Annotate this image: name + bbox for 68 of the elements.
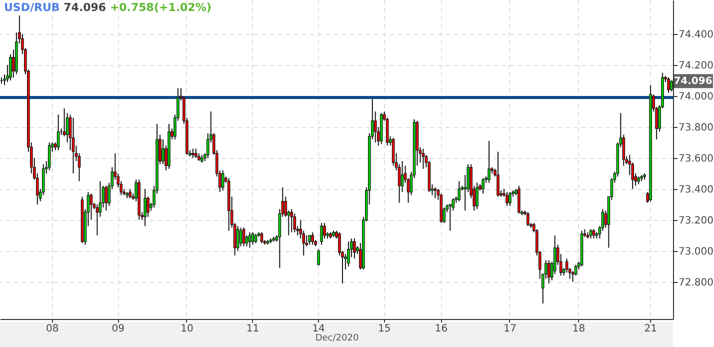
candlestick — [72, 117, 75, 174]
y-tick-label: 72.800 — [678, 277, 714, 288]
x-tick-label: 11 — [246, 324, 260, 334]
candlestick — [308, 234, 311, 246]
x-axis-title: Dec/2020 — [315, 334, 359, 344]
candlestick — [239, 227, 242, 247]
candlestick — [400, 160, 404, 193]
chart-subtitle: 74.096 +0.758(+1.02%) — [64, 1, 212, 14]
candlestick — [496, 151, 500, 198]
candlestick — [317, 248, 320, 266]
candlestick — [476, 182, 478, 210]
candlestick — [571, 270, 574, 282]
x-tick-label: 21 — [644, 324, 657, 334]
candlestick — [290, 208, 294, 233]
candlestick — [353, 238, 356, 260]
candlestick — [162, 138, 164, 165]
candlestick — [221, 170, 224, 191]
candlestick — [192, 148, 194, 158]
candlestick — [194, 148, 198, 158]
x-tick-label: 15 — [378, 324, 391, 334]
x-tick-label: 16 — [434, 324, 448, 334]
candlestick — [146, 196, 150, 218]
candlestick — [392, 137, 395, 166]
candlestick — [347, 241, 350, 267]
candlestick — [518, 185, 520, 214]
candlestick — [488, 140, 490, 184]
candlestick — [311, 232, 314, 246]
chart-title: USD/RUB — [4, 1, 60, 14]
x-tick-label: 09 — [112, 324, 125, 334]
y-tick-label: 73.200 — [678, 215, 714, 226]
x-tick-label: 18 — [572, 324, 586, 334]
candlestick — [506, 192, 508, 206]
y-tick-label: 73.400 — [678, 184, 714, 196]
candlestick — [144, 188, 146, 227]
y-tick-label: 73.000 — [678, 246, 714, 258]
candlestick — [128, 188, 132, 199]
y-tick-label: 73.800 — [678, 122, 714, 134]
x-tick-label: 17 — [504, 324, 516, 334]
candlestick — [242, 227, 246, 247]
candlestick — [9, 54, 12, 82]
candlestick — [254, 233, 258, 244]
y-tick-label: 74.400 — [678, 30, 714, 41]
y-tick-label: 74.000 — [678, 92, 714, 103]
candlestick — [96, 204, 99, 236]
candlestick — [547, 260, 550, 284]
candlestick — [434, 186, 437, 199]
candlestick — [670, 80, 673, 92]
candlestick — [248, 232, 252, 248]
y-tick-label: 74.200 — [678, 60, 714, 72]
candlestick — [48, 142, 51, 171]
candlestick — [374, 110, 377, 143]
candlestick — [260, 232, 264, 244]
candlestick — [320, 222, 323, 246]
candlestick — [458, 180, 461, 202]
candlestick — [56, 114, 60, 151]
candlestick — [667, 76, 670, 94]
candlestick — [448, 204, 452, 232]
y-tick-label: 73.600 — [678, 153, 714, 164]
x-tick-label: 08 — [46, 324, 59, 334]
x-tick-label: 14 — [312, 324, 325, 334]
candlestick — [508, 192, 512, 206]
candlestick — [293, 213, 296, 233]
candlestick — [482, 178, 484, 194]
candlestick — [323, 222, 326, 239]
candlestick — [526, 212, 530, 227]
annotation: 74.096 — [674, 76, 712, 88]
candlestick — [251, 232, 254, 246]
x-tick-label: 10 — [180, 324, 194, 334]
